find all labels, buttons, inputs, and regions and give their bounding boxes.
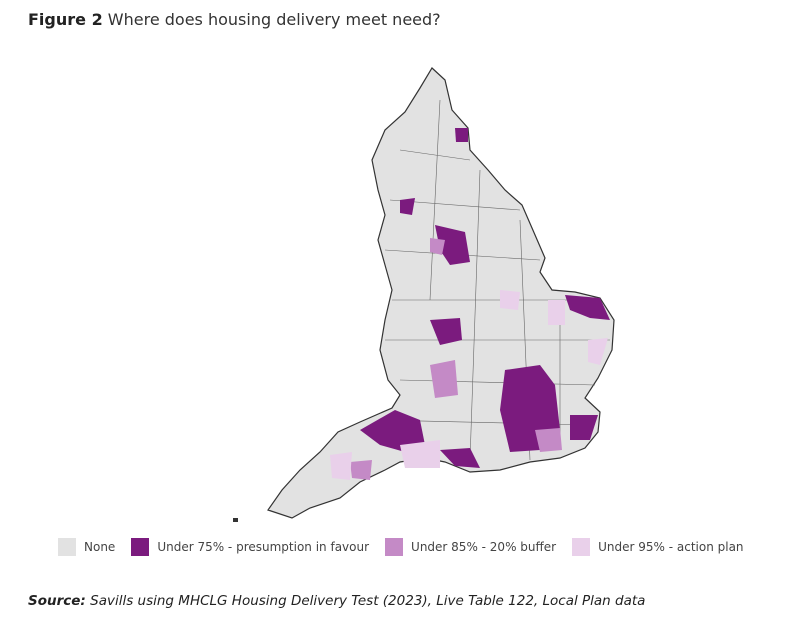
legend-label: Under 95% - action plan xyxy=(598,540,744,554)
source-label: Source: xyxy=(28,593,86,609)
legend-item: Under 85% - 20% buffer xyxy=(385,538,556,556)
under-75-areas xyxy=(360,128,610,468)
legend-label: None xyxy=(84,540,116,554)
legend: None Under 75% - presumption in favour Und… xyxy=(58,538,744,556)
legend-item: None xyxy=(58,538,115,556)
source-text: Savills using MHCLG Housing Delivery Tes… xyxy=(90,593,646,609)
under-95-areas xyxy=(330,290,608,480)
legend-item: Under 75% - presumption in favour xyxy=(131,538,369,556)
legend-item: Under 95% - action plan xyxy=(572,538,744,556)
under-85-areas xyxy=(350,238,562,480)
figure-number: Figure 2 xyxy=(28,10,103,29)
legend-swatch xyxy=(385,538,404,556)
scilly-isles xyxy=(233,518,238,522)
title-text: Where does housing delivery meet need? xyxy=(107,10,441,29)
legend-label: Under 75% - presumption in favour xyxy=(157,540,370,554)
england-map xyxy=(233,67,615,522)
figure-title: Figure 2 Where does housing delivery mee… xyxy=(28,10,441,29)
legend-swatch xyxy=(58,538,76,556)
legend-swatch xyxy=(131,538,150,556)
legend-swatch xyxy=(572,538,591,556)
source: Source: Savills using MHCLG Housing Deli… xyxy=(28,593,645,609)
legend-label: Under 85% - 20% buffer xyxy=(411,540,557,554)
